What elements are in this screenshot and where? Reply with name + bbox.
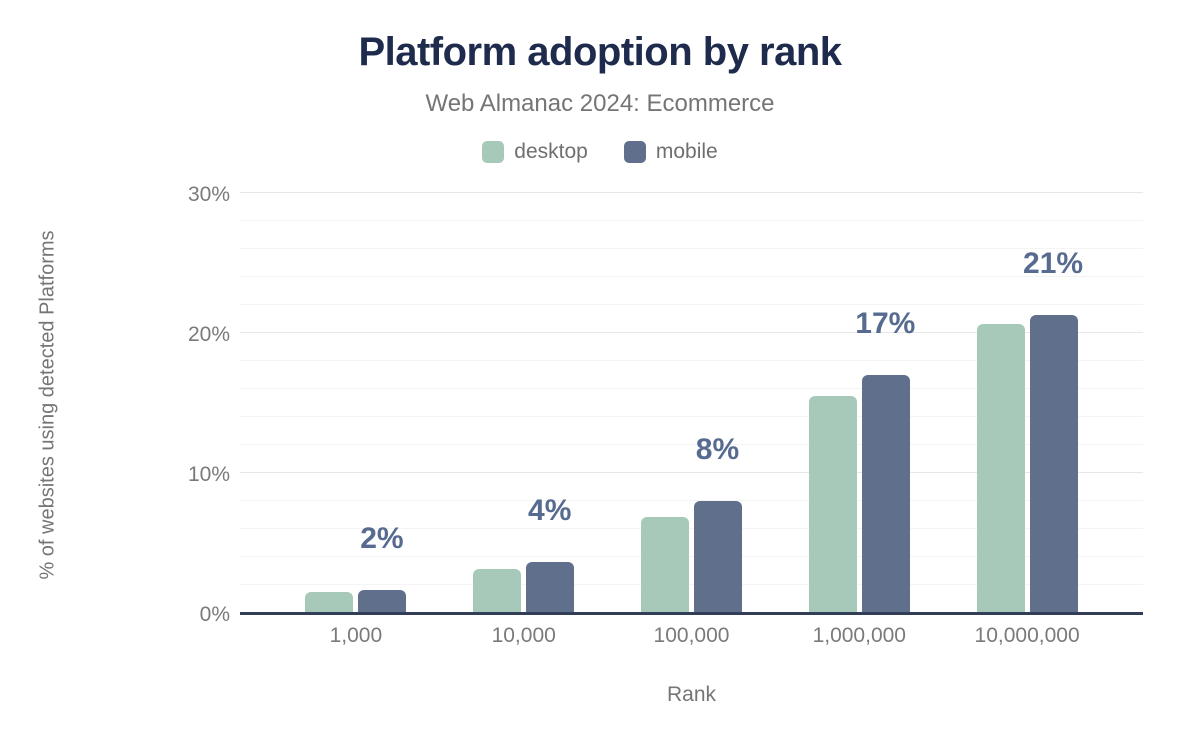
bar-mobile-10000[interactable] — [526, 561, 575, 612]
data-label: 8% — [695, 433, 740, 467]
y-tick-label: 0% — [199, 603, 230, 626]
y-tick-label: 30% — [187, 183, 230, 206]
legend-swatch-desktop — [482, 141, 505, 163]
minor-gridline — [240, 444, 1143, 445]
major-gridline — [240, 192, 1143, 193]
bar-group-10000: 4% — [440, 195, 608, 612]
minor-gridline — [240, 416, 1143, 417]
data-label: 2% — [360, 521, 404, 555]
y-axis-title: % of websites using detected Platforms — [36, 230, 59, 580]
plot-area: 2% 4% 8% 17% 21% — [240, 192, 1143, 615]
bar-mobile-1000000[interactable] — [861, 375, 910, 612]
bar-group-10000000: 21% — [943, 195, 1111, 612]
bar-mobile-10000000[interactable] — [1029, 315, 1078, 612]
minor-gridline — [240, 388, 1143, 389]
minor-gridline — [240, 360, 1143, 361]
legend-item-desktop[interactable]: desktop — [482, 140, 588, 164]
minor-gridline — [240, 304, 1143, 305]
x-tick-label: 100,000 — [653, 624, 730, 647]
legend: desktop mobile — [0, 140, 1200, 164]
major-gridline — [240, 332, 1143, 333]
x-tick-label: 1,000 — [329, 624, 383, 647]
minor-gridline — [240, 276, 1143, 277]
bar-mobile-1000[interactable] — [358, 589, 407, 612]
legend-label: desktop — [514, 140, 588, 163]
minor-gridline — [240, 248, 1143, 249]
y-tick-label: 10% — [187, 463, 230, 486]
bar-group-1000000: 17% — [775, 195, 943, 612]
x-axis-ticks: 1,000 10,000 100,000 1,000,000 10,000,000 — [240, 624, 1143, 648]
x-tick-label: 1,000,000 — [812, 624, 906, 647]
minor-gridline — [240, 528, 1143, 529]
chart-subtitle: Web Almanac 2024: Ecommerce — [425, 90, 775, 117]
bar-desktop-100000[interactable] — [640, 516, 689, 612]
y-tick-label: 20% — [187, 323, 230, 346]
x-axis-title: Rank — [666, 683, 717, 706]
bar-group-1000: 2% — [272, 195, 440, 612]
major-gridline — [240, 472, 1143, 473]
bar-desktop-1000[interactable] — [305, 592, 354, 612]
x-tick-label: 10,000 — [491, 624, 556, 647]
legend-label: mobile — [655, 140, 718, 163]
bar-desktop-10000[interactable] — [473, 568, 522, 612]
legend-item-mobile[interactable]: mobile — [623, 140, 718, 164]
data-label: 17% — [855, 307, 916, 341]
data-label: 4% — [528, 493, 572, 527]
minor-gridline — [240, 584, 1143, 585]
legend-swatch-mobile — [623, 141, 646, 163]
minor-gridline — [240, 220, 1143, 221]
bar-desktop-1000000[interactable] — [808, 396, 857, 612]
bar-groups: 2% 4% 8% 17% 21% — [240, 195, 1143, 612]
minor-gridline — [240, 556, 1143, 557]
x-tick-label: 10,000,000 — [974, 624, 1080, 647]
bar-group-100000: 8% — [608, 195, 776, 612]
bar-mobile-100000[interactable] — [693, 501, 742, 612]
minor-gridline — [240, 500, 1143, 501]
chart-title: Platform adoption by rank — [358, 30, 842, 74]
bar-desktop-10000000[interactable] — [976, 323, 1025, 612]
data-label: 21% — [1023, 247, 1084, 281]
